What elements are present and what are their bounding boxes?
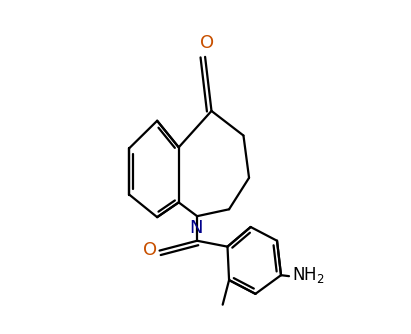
Text: O: O [200, 34, 214, 52]
Text: N: N [190, 219, 203, 237]
Text: NH$_2$: NH$_2$ [292, 266, 324, 286]
Text: O: O [143, 241, 157, 259]
